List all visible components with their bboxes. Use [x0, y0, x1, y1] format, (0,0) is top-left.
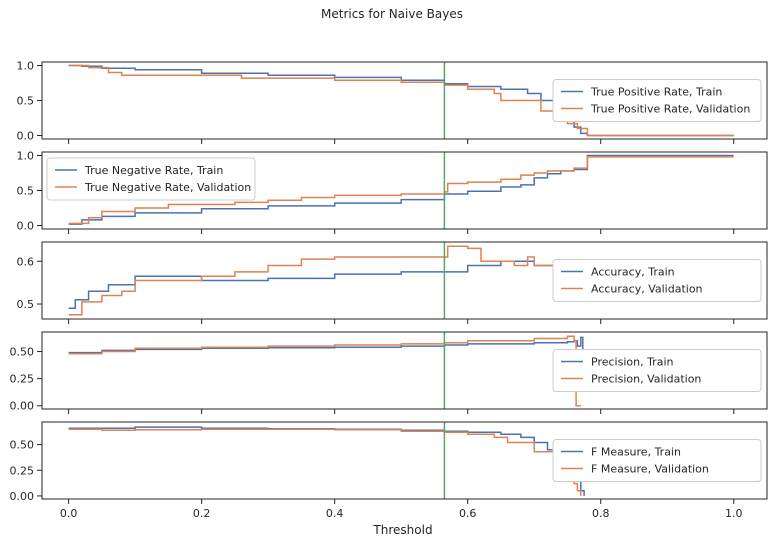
legend-entry: True Negative Rate, Validation — [84, 181, 251, 194]
y-tick-label: 0.50 — [10, 346, 35, 359]
series-line-validation — [68, 335, 581, 407]
x-tick-label: 0.2 — [193, 507, 211, 520]
x-tick-label: 0.0 — [60, 507, 78, 520]
figure-title: Metrics for Naive Bayes — [321, 7, 463, 21]
subplot-3: 0.5 0.6 Accuracy, Train Accuracy, Validatio… — [17, 241, 768, 324]
axes-frame — [41, 331, 768, 410]
series-line-validation — [68, 156, 734, 225]
legend-box — [552, 259, 762, 302]
legend-entry: True Positive Rate, Validation — [590, 103, 750, 116]
legend-entry: True Negative Rate, Train — [84, 164, 223, 177]
legend: True Positive Rate, Train True Positive R… — [552, 79, 762, 122]
y-tick-label: 0.5 — [17, 185, 35, 198]
y-tick-label: 0.50 — [10, 439, 35, 452]
legend-box — [552, 439, 762, 482]
y-tick-label: 1.0 — [17, 60, 35, 73]
series-line-train — [68, 154, 734, 225]
axes-frame — [41, 421, 768, 500]
legend-entry: Accuracy, Train — [591, 266, 675, 279]
legend: Precision, Train Precision, Validation — [552, 349, 762, 392]
series-line-validation — [68, 245, 734, 316]
legend-entry: Precision, Validation — [591, 373, 701, 386]
x-tick-label: 0.4 — [326, 507, 344, 520]
y-tick-label: 0.5 — [17, 298, 35, 311]
axes-frame — [41, 241, 768, 320]
y-tick-label: 1.0 — [17, 150, 35, 163]
legend-box — [552, 79, 762, 122]
legend: Accuracy, Train Accuracy, Validation — [552, 259, 762, 302]
y-tick-label: 0.25 — [10, 464, 35, 477]
y-tick-label: 0.25 — [10, 373, 35, 386]
y-tick-label: 0.5 — [17, 95, 35, 108]
y-tick-label: 0.0 — [17, 220, 35, 233]
axes-frame — [41, 151, 768, 230]
axes-frame — [41, 61, 768, 140]
legend-box — [46, 157, 256, 201]
x-tick-label: 1.0 — [725, 507, 743, 520]
legend-entry: F Measure, Validation — [591, 463, 709, 476]
legend: F Measure, Train F Measure, Validation — [552, 439, 762, 482]
y-tick-label: 0.00 — [10, 400, 35, 413]
x-tick-label: 0.6 — [459, 507, 477, 520]
series-line-train — [68, 336, 584, 368]
y-tick-label: 0.0 — [17, 130, 35, 143]
legend-entry: F Measure, Train — [591, 446, 681, 459]
legend-entry: True Positive Rate, Train — [590, 86, 722, 99]
legend-entry: Precision, Train — [591, 356, 673, 369]
y-tick-label: 0.6 — [17, 255, 35, 268]
y-tick-label: 0.00 — [10, 490, 35, 503]
x-axis-label: Threshold — [372, 523, 432, 537]
x-tick-label: 0.8 — [592, 507, 610, 520]
subplot-5: 0.00 0.25 0.50 0.0 0.2 0.4 0.6 0.8 1.0 F Measure,… — [10, 421, 768, 520]
legend-box — [552, 349, 762, 392]
series-line-validation — [68, 428, 582, 496]
legend-entry: Accuracy, Validation — [591, 283, 703, 296]
legend: True Negative Rate, Train True Negative R… — [46, 157, 256, 201]
subplot-4: 0.00 0.25 0.50 Precision, Train Precision, V… — [10, 331, 768, 414]
